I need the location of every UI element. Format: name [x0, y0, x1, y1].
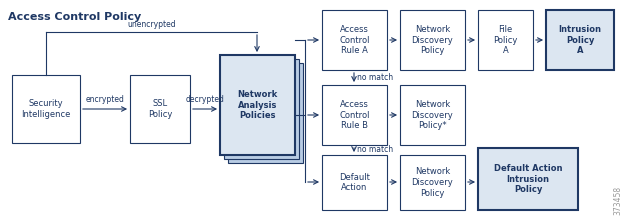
Bar: [400, 85, 465, 145]
Text: encrypted: encrypted: [85, 95, 124, 104]
Bar: [322, 85, 387, 145]
Text: Network
Analysis
Policies: Network Analysis Policies: [238, 90, 278, 120]
Bar: [220, 55, 295, 155]
Text: Security
Intelligence: Security Intelligence: [21, 99, 71, 119]
Bar: [224, 59, 299, 159]
Bar: [322, 155, 387, 210]
Text: SSL
Policy: SSL Policy: [148, 99, 172, 119]
Text: no match: no match: [357, 73, 393, 81]
Bar: [228, 63, 303, 163]
Text: Access
Control
Rule A: Access Control Rule A: [339, 25, 370, 55]
Text: Access
Control
Rule B: Access Control Rule B: [339, 100, 370, 130]
Text: no match: no match: [357, 145, 393, 154]
Text: Network
Discovery
Policy: Network Discovery Policy: [411, 167, 453, 198]
Bar: [400, 10, 465, 70]
Bar: [12, 75, 80, 143]
Text: unencrypted: unencrypted: [127, 20, 176, 29]
Text: decrypted: decrypted: [186, 95, 224, 104]
Text: Network
Discovery
Policy*: Network Discovery Policy*: [411, 100, 453, 130]
Text: File
Policy
A: File Policy A: [493, 25, 518, 55]
Text: Intrusion
Policy
A: Intrusion Policy A: [559, 25, 601, 55]
Bar: [400, 155, 465, 210]
Text: Network
Discovery
Policy: Network Discovery Policy: [411, 25, 453, 55]
Bar: [546, 10, 614, 70]
Bar: [478, 10, 533, 70]
Text: Default
Action: Default Action: [339, 173, 370, 192]
Text: 373458: 373458: [613, 186, 622, 215]
Bar: [130, 75, 190, 143]
Text: Default Action
Intrusion
Policy: Default Action Intrusion Policy: [493, 164, 562, 194]
Text: Access Control Policy: Access Control Policy: [8, 12, 141, 22]
Bar: [478, 148, 578, 210]
Bar: [322, 10, 387, 70]
